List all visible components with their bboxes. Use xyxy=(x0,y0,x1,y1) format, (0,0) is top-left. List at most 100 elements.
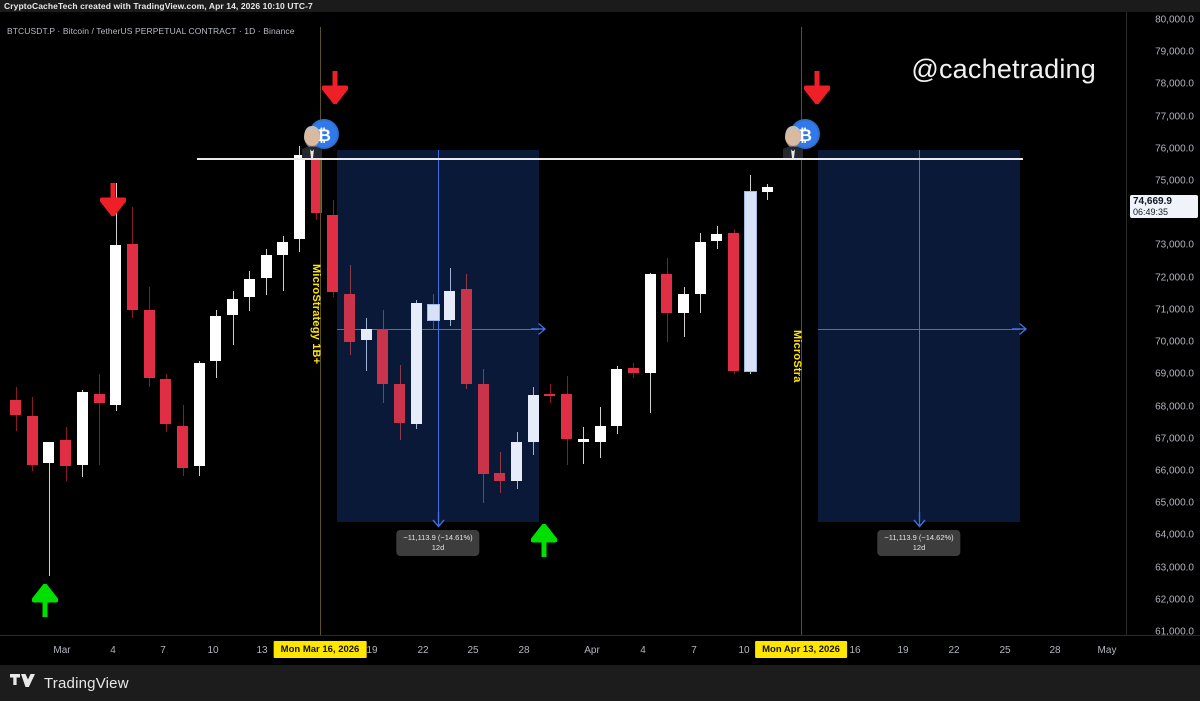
time-tick: Apr xyxy=(584,645,600,656)
signal-arrow-down-1 xyxy=(100,183,126,216)
candle-body xyxy=(160,379,172,425)
saylor-bitcoin-icon-1[interactable]: ₿ xyxy=(299,118,341,158)
candle-body xyxy=(627,367,639,373)
time-tick: 28 xyxy=(1049,645,1061,656)
price-tick: 76,000.0 xyxy=(1155,143,1194,155)
resistance-line[interactable] xyxy=(197,158,1023,160)
candle-body xyxy=(460,288,472,384)
measure-vline-2 xyxy=(919,150,920,522)
saylor-bitcoin-icon-2[interactable]: ₿ xyxy=(780,118,822,158)
price-tick: 75,000.0 xyxy=(1155,175,1194,187)
candle-body xyxy=(444,290,456,320)
candle-body xyxy=(694,242,706,294)
candle-wick xyxy=(49,451,50,576)
svg-text:₿: ₿ xyxy=(798,126,812,145)
time-tick: 10 xyxy=(738,645,750,656)
candle-body xyxy=(293,155,305,240)
measure-tooltip-1[interactable]: −11,113.9 (−14.61%) 12d xyxy=(396,530,480,556)
bottom-status-bar: TradingView xyxy=(0,665,1200,701)
time-tick: 16 xyxy=(849,645,861,656)
symbol-legend[interactable]: BTCUSDT.P · Bitcoin / TetherUS PERPETUAL… xyxy=(7,26,295,36)
time-axis[interactable]: Mar 4 7 10 13 19 22 25 28 Apr 4 7 10 16 19 22 25 28 May Mo… xyxy=(0,635,1200,665)
candle-body xyxy=(644,274,656,373)
candle-body xyxy=(10,400,21,415)
measure-arrow-right-1 xyxy=(531,322,547,336)
candle-body xyxy=(377,329,389,384)
measure-arrow-down-1 xyxy=(432,512,445,528)
chart-canvas[interactable]: BTCUSDT.P · Bitcoin / TetherUS PERPETUAL… xyxy=(0,12,1126,635)
time-tick: 25 xyxy=(467,645,479,656)
candle-body xyxy=(661,274,673,314)
price-tick: 68,000.0 xyxy=(1155,401,1194,413)
candle-body xyxy=(711,234,723,241)
current-price-value: 74,669.9 xyxy=(1133,196,1172,207)
measure-bars-1: 12d xyxy=(431,543,445,552)
candle-wick xyxy=(233,290,234,346)
candle-body xyxy=(43,441,55,463)
measure-tooltip-2[interactable]: −11,113.9 (−14.62%) 12d xyxy=(877,530,961,556)
tradingview-logo-icon[interactable] xyxy=(10,673,36,693)
price-axis[interactable]: 80,000.0 79,000.0 78,000.0 77,000.0 76,000.0… xyxy=(1126,12,1200,635)
time-tick: 19 xyxy=(366,645,378,656)
price-tick: 62,000.0 xyxy=(1155,594,1194,606)
date-pill-2[interactable]: Mon Apr 13, 2026 xyxy=(755,641,847,658)
measure-hline-2 xyxy=(818,329,1020,330)
candle-body xyxy=(60,440,72,467)
candle-body xyxy=(527,395,539,442)
price-tick: 66,000.0 xyxy=(1155,465,1194,477)
signal-arrow-up-2 xyxy=(531,524,557,557)
date-pill-1[interactable]: Mon Mar 16, 2026 xyxy=(273,641,367,658)
time-tick: 13 xyxy=(256,645,268,656)
time-tick: May xyxy=(1097,645,1117,656)
event-vline-1 xyxy=(320,27,321,635)
candle-body xyxy=(544,393,556,396)
price-tick: 64,000.0 xyxy=(1155,529,1194,541)
candle-body xyxy=(494,472,506,481)
price-tick: 71,000.0 xyxy=(1155,304,1194,316)
time-tick: 22 xyxy=(948,645,960,656)
event-vline-2 xyxy=(801,27,802,635)
time-tick: 4 xyxy=(640,645,646,656)
candle-body xyxy=(93,393,105,404)
event-label-2[interactable]: MicroStra xyxy=(791,330,803,383)
current-price-tag: 74,669.9 06:49:35 xyxy=(1130,195,1198,218)
time-tick: 28 xyxy=(518,645,530,656)
signal-arrow-down-3 xyxy=(804,71,830,104)
candle-wick xyxy=(99,374,100,465)
price-tick: 80,000.0 xyxy=(1155,14,1194,26)
candle-wick xyxy=(550,383,551,404)
signal-arrow-down-2 xyxy=(322,71,348,104)
measure-delta-1: −11,113.9 (−14.61%) xyxy=(403,533,473,542)
candle-body xyxy=(594,425,606,442)
candle-body xyxy=(561,393,573,439)
time-tick: 10 xyxy=(207,645,219,656)
measure-arrow-down-2 xyxy=(913,512,926,528)
candle-wick xyxy=(767,184,768,201)
candlestick-series xyxy=(0,12,1126,635)
candle-body xyxy=(360,329,372,341)
measure-vline-1 xyxy=(438,150,439,522)
bar-countdown: 06:49:35 xyxy=(1133,207,1169,217)
price-tick: 73,000.0 xyxy=(1155,239,1194,251)
candle-body xyxy=(26,416,38,465)
time-tick: 7 xyxy=(691,645,697,656)
candle-body xyxy=(210,316,222,362)
time-tick: 7 xyxy=(160,645,166,656)
price-tick: 77,000.0 xyxy=(1155,111,1194,123)
candle-body xyxy=(76,392,88,465)
svg-text:₿: ₿ xyxy=(317,126,331,145)
event-label-1[interactable]: MicroStrategy 1B+ xyxy=(310,264,322,365)
candle-wick xyxy=(583,427,584,465)
candle-body xyxy=(260,255,272,278)
time-tick: 4 xyxy=(110,645,116,656)
candle-body xyxy=(761,187,773,192)
price-tick: 70,000.0 xyxy=(1155,336,1194,348)
candle-body xyxy=(678,293,689,314)
measure-bars-2: 12d xyxy=(912,543,926,552)
attribution-text: CryptoCacheTech created with TradingView… xyxy=(4,1,313,11)
candle-body xyxy=(243,279,255,297)
candle-body xyxy=(394,383,406,423)
candle-body xyxy=(611,369,623,426)
time-tick: 22 xyxy=(417,645,429,656)
time-tick: 19 xyxy=(897,645,909,656)
